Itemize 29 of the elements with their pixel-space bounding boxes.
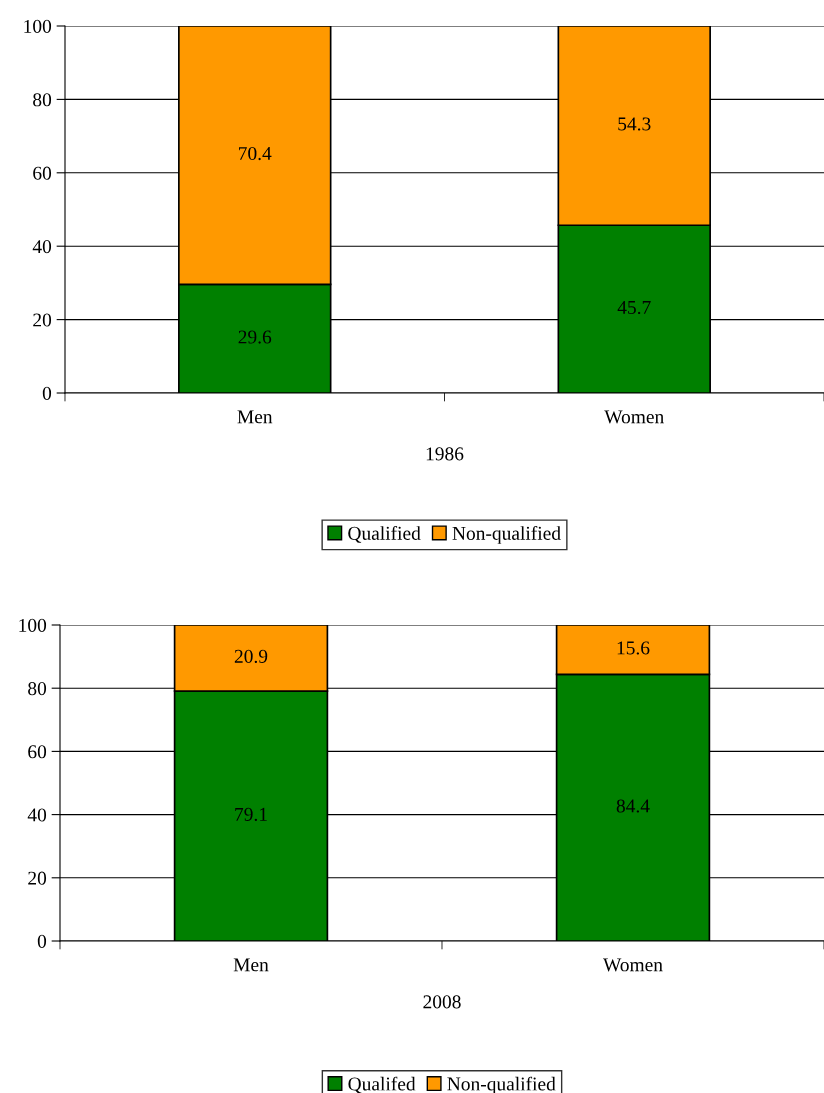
x-tick-label: Women — [604, 410, 664, 424]
data-label: 20.9 — [234, 649, 268, 663]
y-tick-label: 100 — [24, 19, 52, 33]
y-tick-label: 40 — [32, 240, 52, 254]
y-tick-label: 80 — [28, 682, 47, 696]
data-label: 15.6 — [617, 641, 650, 655]
y-tick-label: 100 — [19, 618, 47, 632]
x-tick-label: Women — [603, 958, 663, 972]
y-tick-label: 40 — [27, 808, 47, 822]
x-tick-label: Men — [237, 410, 273, 424]
data-label: 45.7 — [617, 301, 651, 315]
data-label: 79.1 — [235, 807, 267, 821]
data-label: 84.4 — [616, 799, 650, 813]
data-label: 70.4 — [239, 146, 272, 161]
data-label: 29.6 — [238, 330, 272, 344]
y-tick-label: 0 — [37, 934, 47, 948]
y-tick-label: 20 — [28, 871, 47, 885]
y-tick-label: 80 — [33, 93, 52, 107]
legend-label: Qualifed — [348, 1076, 416, 1093]
y-tick-label: 0 — [42, 386, 52, 400]
y-tick-label: 60 — [33, 166, 52, 180]
legend-label: Qualified — [348, 526, 421, 543]
data-label: 54.3 — [618, 117, 651, 131]
x-axis-title: 2008 — [423, 995, 461, 1009]
x-axis-title: 1986 — [426, 447, 464, 461]
y-tick-label: 20 — [33, 313, 52, 327]
legend-label: Non-qualified — [452, 526, 561, 544]
y-tick-label: 60 — [28, 745, 47, 759]
x-tick-label: Men — [233, 958, 269, 972]
